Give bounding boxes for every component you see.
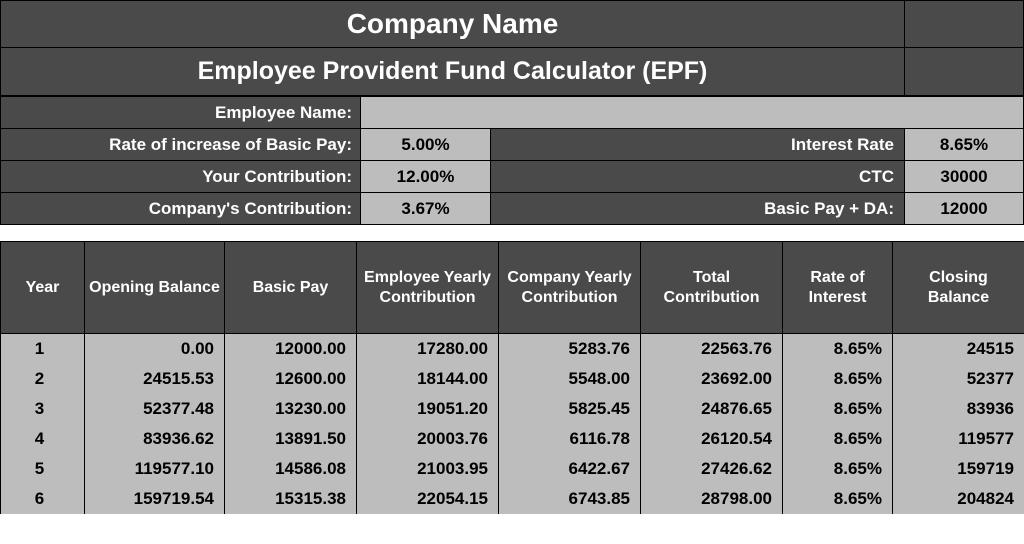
company-contribution-label: Company's Contribution:: [1, 193, 361, 224]
cell-total: 22563.76: [641, 334, 783, 364]
title-row-2: Employee Provident Fund Calculator (EPF): [0, 48, 1024, 96]
cell-closing: 52377: [893, 364, 1024, 394]
cell-year: 4: [1, 424, 85, 454]
table-row: 483936.6213891.5020003.766116.7826120.54…: [1, 424, 1024, 454]
cell-year: 2: [1, 364, 85, 394]
cell-rate: 8.65%: [783, 454, 893, 484]
table-row: 5119577.1014586.0821003.956422.6727426.6…: [1, 454, 1024, 484]
table-row: 224515.5312600.0018144.005548.0023692.00…: [1, 364, 1024, 394]
th-comp: Company Yearly Contribution: [499, 242, 641, 334]
cell-opening: 24515.53: [85, 364, 225, 394]
cell-closing: 119577: [893, 424, 1024, 454]
cell-opening: 52377.48: [85, 394, 225, 424]
params-panel: Employee Name: Rate of increase of Basic…: [0, 96, 1024, 225]
cell-comp: 5825.45: [499, 394, 641, 424]
company-contribution-value[interactable]: 3.67%: [361, 193, 491, 224]
cell-basic: 15315.38: [225, 484, 357, 514]
cell-rate: 8.65%: [783, 424, 893, 454]
cell-opening: 0.00: [85, 334, 225, 364]
th-basic: Basic Pay: [225, 242, 357, 334]
company-contribution-row: Company's Contribution: 3.67% Basic Pay …: [1, 192, 1023, 224]
spacer: [0, 225, 1024, 241]
th-year: Year: [1, 242, 85, 334]
cell-comp: 5283.76: [499, 334, 641, 364]
cell-total: 27426.62: [641, 454, 783, 484]
cell-opening: 159719.54: [85, 484, 225, 514]
title-row-1: Company Name: [0, 0, 1024, 48]
epf-calculator: Company Name Employee Provident Fund Cal…: [0, 0, 1024, 514]
th-emp: Employee Yearly Contribution: [357, 242, 499, 334]
your-contribution-value[interactable]: 12.00%: [361, 161, 491, 192]
cell-opening: 119577.10: [85, 454, 225, 484]
cell-year: 5: [1, 454, 85, 484]
basicda-label: Basic Pay + DA:: [491, 193, 905, 224]
title-side-blank-2: [905, 48, 1023, 95]
cell-emp: 18144.00: [357, 364, 499, 394]
cell-basic: 13891.50: [225, 424, 357, 454]
cell-comp: 6116.78: [499, 424, 641, 454]
epf-table: Year Opening Balance Basic Pay Employee …: [0, 241, 1024, 514]
th-opening: Opening Balance: [85, 242, 225, 334]
cell-opening: 83936.62: [85, 424, 225, 454]
cell-emp: 17280.00: [357, 334, 499, 364]
cell-total: 24876.65: [641, 394, 783, 424]
rate-increase-value[interactable]: 5.00%: [361, 129, 491, 160]
interest-rate-value[interactable]: 8.65%: [905, 129, 1023, 160]
title-side-blank-1: [905, 1, 1023, 47]
cell-emp: 19051.20: [357, 394, 499, 424]
employee-name-row: Employee Name:: [1, 96, 1023, 128]
th-total: Total Contribution: [641, 242, 783, 334]
company-name-title: Company Name: [1, 1, 905, 47]
cell-total: 23692.00: [641, 364, 783, 394]
ctc-label: CTC: [491, 161, 905, 192]
cell-closing: 159719: [893, 454, 1024, 484]
cell-rate: 8.65%: [783, 334, 893, 364]
cell-total: 28798.00: [641, 484, 783, 514]
cell-closing: 204824: [893, 484, 1024, 514]
cell-total: 26120.54: [641, 424, 783, 454]
cell-basic: 13230.00: [225, 394, 357, 424]
table-header-row: Year Opening Balance Basic Pay Employee …: [1, 242, 1024, 334]
table-row: 6159719.5415315.3822054.156743.8528798.0…: [1, 484, 1024, 514]
cell-closing: 83936: [893, 394, 1024, 424]
ctc-value[interactable]: 30000: [905, 161, 1023, 192]
cell-year: 3: [1, 394, 85, 424]
cell-year: 1: [1, 334, 85, 364]
your-contribution-label: Your Contribution:: [1, 161, 361, 192]
cell-emp: 22054.15: [357, 484, 499, 514]
interest-rate-label: Interest Rate: [491, 129, 905, 160]
cell-comp: 6422.67: [499, 454, 641, 484]
cell-basic: 12000.00: [225, 334, 357, 364]
cell-comp: 6743.85: [499, 484, 641, 514]
cell-rate: 8.65%: [783, 484, 893, 514]
table-row: 352377.4813230.0019051.205825.4524876.65…: [1, 394, 1024, 424]
cell-emp: 20003.76: [357, 424, 499, 454]
employee-name-value[interactable]: [361, 97, 1023, 128]
cell-rate: 8.65%: [783, 394, 893, 424]
cell-year: 6: [1, 484, 85, 514]
cell-emp: 21003.95: [357, 454, 499, 484]
cell-comp: 5548.00: [499, 364, 641, 394]
th-closing: Closing Balance: [893, 242, 1024, 334]
cell-rate: 8.65%: [783, 364, 893, 394]
rate-increase-label: Rate of increase of Basic Pay:: [1, 129, 361, 160]
cell-basic: 12600.00: [225, 364, 357, 394]
employee-name-label: Employee Name:: [1, 97, 361, 128]
table-body: 10.0012000.0017280.005283.7622563.768.65…: [1, 334, 1024, 514]
basicda-value[interactable]: 12000: [905, 193, 1023, 224]
rate-increase-row: Rate of increase of Basic Pay: 5.00% Int…: [1, 128, 1023, 160]
cell-closing: 24515: [893, 334, 1024, 364]
page-subtitle: Employee Provident Fund Calculator (EPF): [1, 48, 905, 95]
th-rate: Rate of Interest: [783, 242, 893, 334]
table-row: 10.0012000.0017280.005283.7622563.768.65…: [1, 334, 1024, 364]
cell-basic: 14586.08: [225, 454, 357, 484]
your-contribution-row: Your Contribution: 12.00% CTC 30000: [1, 160, 1023, 192]
